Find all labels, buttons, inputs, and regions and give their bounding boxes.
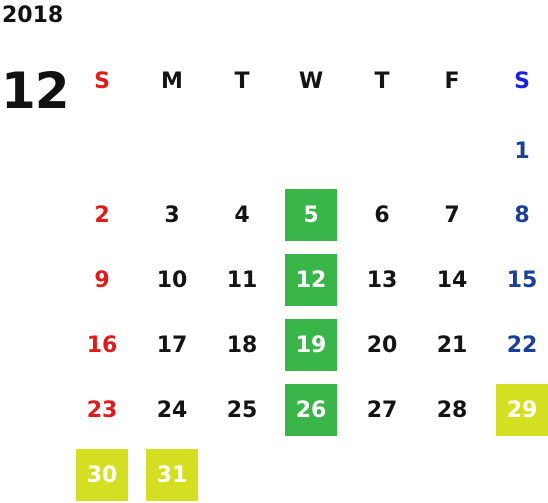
weekday-thu: T (374, 68, 390, 94)
day-cell-18[interactable]: 18 (226, 332, 258, 358)
year-label: 2018 (2, 3, 64, 28)
day-cell-28[interactable]: 28 (436, 397, 468, 423)
day-cell-8[interactable]: 8 (514, 202, 530, 228)
day-cell-27[interactable]: 27 (366, 397, 398, 423)
day-cell-15[interactable]: 15 (506, 267, 538, 293)
day-cell-31[interactable]: 31 (146, 449, 198, 501)
day-cell-25[interactable]: 25 (226, 397, 258, 423)
day-cell-14[interactable]: 14 (436, 267, 468, 293)
weekday-mon: M (161, 68, 183, 94)
day-cell-6[interactable]: 6 (374, 202, 390, 228)
day-cell-19[interactable]: 19 (285, 319, 337, 371)
day-cell-20[interactable]: 20 (366, 332, 398, 358)
day-cell-1[interactable]: 1 (514, 138, 530, 164)
day-cell-24[interactable]: 24 (156, 397, 188, 423)
day-cell-21[interactable]: 21 (436, 332, 468, 358)
month-number: 12 (1, 62, 70, 120)
day-cell-13[interactable]: 13 (366, 267, 398, 293)
day-cell-5[interactable]: 5 (285, 189, 337, 241)
day-cell-7[interactable]: 7 (444, 202, 460, 228)
day-cell-16[interactable]: 16 (86, 332, 118, 358)
weekday-sun: S (94, 68, 110, 94)
weekday-sat: S (514, 68, 530, 94)
day-cell-9[interactable]: 9 (94, 267, 110, 293)
day-cell-26[interactable]: 26 (285, 384, 337, 436)
day-cell-3[interactable]: 3 (164, 202, 180, 228)
day-cell-4[interactable]: 4 (234, 202, 250, 228)
day-cell-29[interactable]: 29 (496, 384, 548, 436)
weekday-wed: W (298, 68, 324, 94)
day-cell-12[interactable]: 12 (285, 254, 337, 306)
day-cell-17[interactable]: 17 (156, 332, 188, 358)
weekday-fri: F (444, 68, 460, 94)
day-cell-30[interactable]: 30 (76, 449, 128, 501)
day-cell-22[interactable]: 22 (506, 332, 538, 358)
day-cell-10[interactable]: 10 (156, 267, 188, 293)
day-cell-11[interactable]: 11 (226, 267, 258, 293)
weekday-tue: T (234, 68, 250, 94)
day-cell-2[interactable]: 2 (94, 202, 110, 228)
day-cell-23[interactable]: 23 (86, 397, 118, 423)
